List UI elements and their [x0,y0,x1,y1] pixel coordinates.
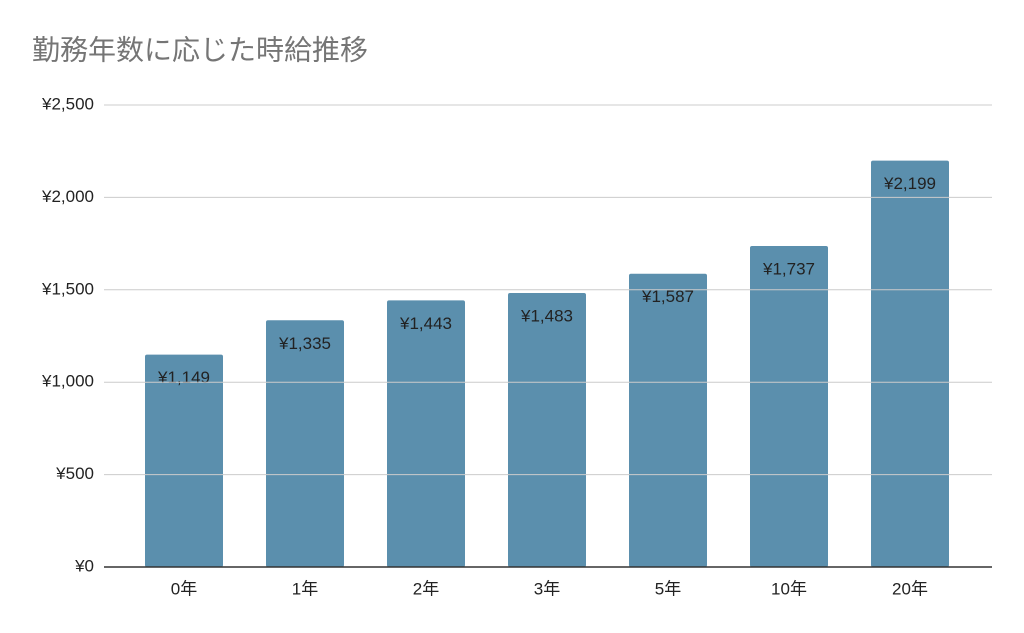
value-label: ¥2,199 [883,174,936,193]
y-tick-label: ¥2,000 [41,187,94,206]
bar [629,273,707,567]
y-tick-label: ¥0 [74,556,94,575]
y-tick-label: ¥2,500 [41,94,94,113]
bar [750,246,828,568]
x-tick-label: 5年 [655,579,681,598]
value-label: ¥1,149 [157,368,210,387]
y-tick-label: ¥1,000 [41,372,94,391]
chart-title: 勤務年数に応じた時給推移 [32,34,368,65]
x-tick-label: 0年 [171,579,197,598]
value-label: ¥1,483 [520,306,573,325]
x-tick-label: 10年 [771,579,807,598]
x-tick-label: 20年 [892,579,928,598]
x-tick-label: 3年 [534,579,560,598]
value-label: ¥1,737 [762,259,815,278]
x-tick-label: 2年 [413,579,439,598]
bar [508,292,586,567]
value-label: ¥1,443 [399,314,452,333]
value-label: ¥1,335 [278,334,331,353]
bar [266,320,344,567]
bar [871,160,949,567]
value-label: ¥1,587 [641,287,694,306]
y-tick-label: ¥1,500 [41,279,94,298]
bar [145,354,223,567]
y-tick-label: ¥500 [55,464,94,483]
x-tick-label: 1年 [292,579,318,598]
bar [387,300,465,567]
